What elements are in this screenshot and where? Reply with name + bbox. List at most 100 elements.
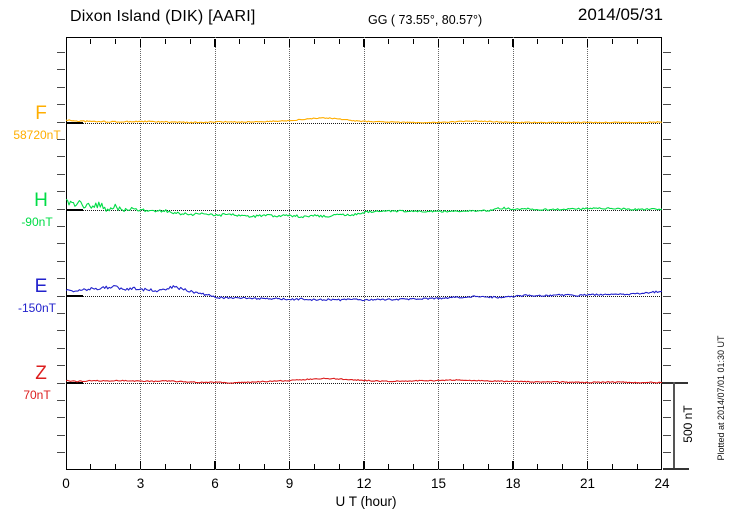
x-tick-label-21: 21 (579, 476, 596, 491)
scale-bar-label: 500 nT (681, 405, 695, 443)
top-tick-hour-15 (437, 38, 440, 47)
left-ntick-7 (57, 347, 65, 349)
left-ntick-24 (57, 51, 65, 53)
top-tick-hour-3 (139, 38, 142, 47)
right-ntick-8 (663, 330, 671, 332)
gridline-hour-6 (214, 37, 216, 470)
bottom-tick-hour-20 (562, 463, 564, 469)
left-ntick-21 (57, 104, 65, 106)
top-tick-hour-12 (363, 38, 365, 47)
right-ntick-24 (663, 51, 671, 53)
bottom-tick-hour-21 (586, 460, 589, 469)
right-ntick-13 (663, 243, 671, 245)
right-ntick-16 (663, 191, 671, 193)
baseline-H (66, 209, 662, 211)
gridline-hour-12 (363, 37, 365, 470)
magnetogram-traces (66, 117, 662, 384)
x-tick-label-24: 24 (654, 476, 670, 491)
scale-bar-line (673, 382, 675, 469)
scale-bar-bottom-cap (663, 468, 689, 470)
bottom-tick-hour-9 (288, 460, 291, 469)
series-baseline-value-F: 58720nT (13, 128, 61, 142)
bottom-tick-hour-1 (90, 463, 92, 469)
bottom-tick-hour-22 (611, 463, 613, 469)
right-ntick-20 (663, 121, 671, 123)
left-ntick-20 (57, 121, 65, 123)
bottom-tick-hour-18 (512, 460, 514, 469)
gridline-hour-18 (512, 37, 514, 470)
left-ntick-12 (57, 260, 65, 262)
trace-H (66, 198, 662, 219)
bottom-tick-hour-11 (338, 463, 340, 469)
left-ntick-5 (57, 382, 65, 384)
top-tick-hour-18 (512, 38, 514, 47)
left-ntick-14 (57, 225, 65, 227)
bottom-tick-hour-5 (189, 463, 191, 469)
x-tick-label-6: 6 (211, 476, 219, 491)
series-label-F: F (35, 103, 47, 124)
bottom-tick-hour-2 (115, 463, 117, 469)
right-ntick-12 (663, 260, 671, 262)
left-ntick-22 (57, 86, 65, 88)
gridline-hour-21 (587, 37, 588, 470)
right-ntick-11 (663, 278, 671, 280)
series-baseline-value-H: -90nT (21, 214, 53, 229)
x-axis-title: U T (hour) (335, 494, 397, 509)
baseline-Z (66, 382, 662, 384)
bottom-tick-hour-23 (636, 463, 638, 469)
left-ntick-8 (57, 330, 65, 332)
left-ntick-18 (57, 156, 65, 158)
bottom-tick-hour-15 (437, 460, 440, 469)
gridline-hour-9 (289, 37, 290, 470)
left-ntick-16 (57, 191, 65, 193)
left-ntick-10 (57, 295, 65, 297)
top-tick-hour-21 (586, 38, 589, 47)
left-ntick-3 (57, 417, 65, 419)
series-label-H: H (34, 189, 48, 211)
top-tick-hour-20 (562, 38, 564, 44)
x-tick-label-0: 0 (62, 476, 70, 491)
bottom-tick-hour-4 (164, 463, 166, 469)
trace-E (66, 285, 662, 302)
right-ntick-23 (663, 69, 671, 71)
left-ntick-13 (57, 243, 65, 245)
x-tick-label-12: 12 (356, 476, 372, 491)
scale-bar-top-cap (662, 382, 688, 384)
x-tick-label-15: 15 (430, 476, 447, 491)
right-ntick-19 (663, 138, 671, 140)
bottom-tick-hour-3 (139, 460, 142, 469)
top-tick-hour-2 (115, 38, 117, 44)
series-label-E: E (34, 276, 48, 297)
top-tick-hour-16 (462, 38, 464, 44)
left-ntick-15 (57, 208, 65, 210)
series-baseline-value-E: -150nT (17, 301, 57, 315)
right-ntick-6 (663, 365, 671, 367)
left-ntick-17 (57, 173, 65, 175)
right-ntick-14 (663, 225, 671, 227)
bottom-tick-hour-7 (239, 463, 241, 469)
top-tick-hour-19 (537, 38, 539, 44)
right-ntick-17 (663, 173, 671, 175)
top-tick-hour-11 (338, 38, 340, 44)
bottom-tick-hour-13 (388, 463, 390, 469)
right-ntick-3 (663, 417, 671, 419)
top-tick-hour-1 (90, 38, 92, 44)
top-tick-hour-8 (264, 38, 266, 44)
top-tick-hour-4 (164, 38, 166, 44)
right-ntick-21 (663, 104, 671, 106)
trace-F (66, 117, 662, 124)
right-ntick-18 (663, 156, 671, 158)
top-tick-hour-6 (214, 38, 216, 47)
left-ntick-2 (57, 434, 65, 436)
right-ntick-7 (663, 347, 671, 349)
x-tick-label-9: 9 (285, 476, 294, 491)
baseline-stub-Z (66, 381, 83, 384)
top-tick-hour-5 (189, 38, 191, 44)
geographic-coordinates: GG ( 73.55°, 80.57°) (368, 13, 483, 27)
right-ntick-22 (663, 86, 671, 88)
baseline-stub-H (66, 208, 83, 211)
bottom-tick-hour-8 (264, 463, 266, 469)
left-ntick-23 (57, 69, 65, 71)
left-ntick-6 (57, 365, 65, 367)
baseline-F (66, 123, 662, 124)
